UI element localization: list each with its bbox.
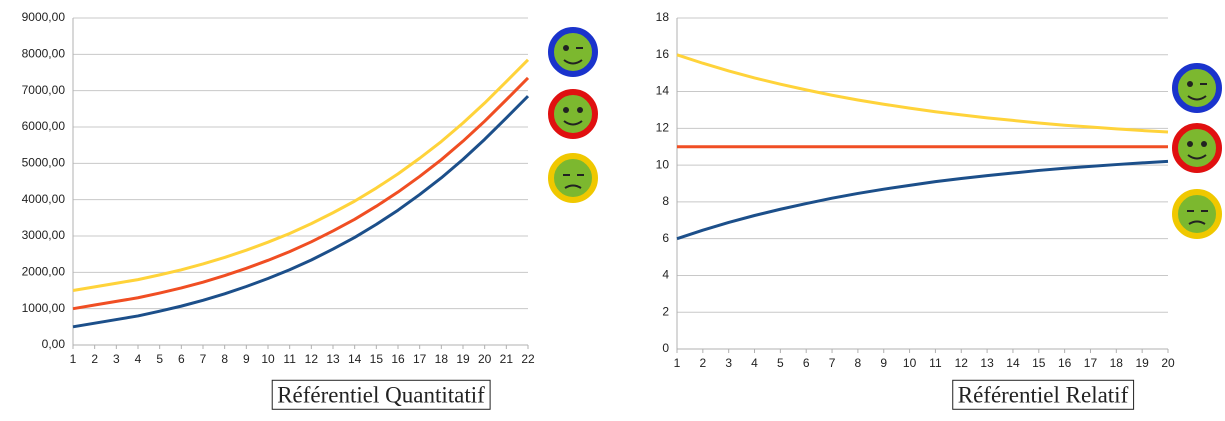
icon	[1172, 189, 1222, 239]
y-tick-label: 4	[662, 268, 669, 282]
y-tick-label: 2	[662, 304, 669, 318]
y-tick-label: 4000,00	[22, 192, 66, 206]
x-tick-label: 10	[261, 352, 275, 366]
y-tick-label: 12	[656, 121, 670, 135]
x-tick-label: 10	[903, 356, 917, 370]
icon	[548, 27, 598, 77]
y-tick-label: 1000,00	[22, 301, 66, 315]
y-tick-label: 0,00	[42, 337, 66, 351]
x-tick-label: 17	[413, 352, 427, 366]
x-tick-label: 21	[500, 352, 514, 366]
x-tick-label: 17	[1084, 356, 1098, 370]
y-tick-label: 7000,00	[22, 83, 66, 97]
x-tick-label: 9	[243, 352, 250, 366]
icon	[548, 89, 598, 139]
x-tick-label: 11	[283, 352, 296, 366]
x-tick-label: 20	[1161, 356, 1175, 370]
series-line	[72, 76, 530, 311]
x-tick-label: 18	[1110, 356, 1124, 370]
x-tick-label: 20	[478, 352, 492, 366]
x-tick-label: 15	[370, 352, 384, 366]
x-tick-label: 19	[456, 352, 470, 366]
y-tick-label: 2000,00	[22, 265, 66, 279]
icons	[548, 27, 1222, 239]
x-tick-label: 4	[751, 356, 758, 370]
x-tick-label: 12	[305, 352, 319, 366]
x-tick-label: 2	[699, 356, 706, 370]
caption-box	[952, 379, 1135, 410]
x-tick-label: 8	[855, 356, 862, 370]
x-tick-label: 22	[521, 352, 535, 366]
x-tick-label: 9	[880, 356, 887, 370]
series-line	[676, 53, 1169, 134]
caption-box	[271, 379, 491, 410]
x-tick-label: 16	[391, 352, 405, 366]
x-tick-label: 16	[1058, 356, 1072, 370]
y-tick-label: 8000,00	[22, 47, 66, 61]
y-tick-label: 9000,00	[22, 10, 66, 24]
x-tick-label: 6	[803, 356, 810, 370]
caption: Référentiel Relatif	[958, 382, 1129, 407]
x-tick-label: 8	[221, 352, 228, 366]
x-tick-label: 18	[435, 352, 449, 366]
series-line	[72, 95, 530, 329]
y-tick-label: 8	[662, 194, 669, 208]
x-tick-label: 19	[1135, 356, 1149, 370]
x-tick-label: 5	[156, 352, 163, 366]
y-tick-label: 14	[656, 84, 670, 98]
icon	[1172, 63, 1222, 113]
y-tick-label: 3000,00	[22, 228, 66, 242]
y-tick-label: 0	[662, 341, 669, 355]
caption: Référentiel Quantitatif	[277, 382, 485, 407]
x-tick-label: 1	[674, 356, 681, 370]
x-tick-label: 12	[955, 356, 969, 370]
x-tick-label: 5	[777, 356, 784, 370]
y-tick-label: 18	[656, 10, 670, 24]
y-tick-label: 16	[656, 47, 670, 61]
x-tick-label: 3	[725, 356, 732, 370]
x-tick-label: 15	[1032, 356, 1046, 370]
x-tick-label: 14	[1006, 356, 1020, 370]
x-tick-label: 11	[929, 356, 942, 370]
x-tick-label: 2	[91, 352, 98, 366]
icon	[548, 153, 598, 203]
x-tick-label: 3	[113, 352, 120, 366]
x-tick-label: 13	[326, 352, 340, 366]
y-tick-label: 6	[662, 231, 669, 245]
x-tick-label: 6	[178, 352, 185, 366]
x-tick-label: 1	[70, 352, 77, 366]
y-tick-label: 5000,00	[22, 156, 66, 170]
x-tick-label: 7	[829, 356, 836, 370]
x-tick-label: 4	[135, 352, 142, 366]
icon	[1172, 123, 1222, 173]
series-line	[72, 58, 530, 292]
series-line	[676, 159, 1169, 241]
y-tick-label: 6000,00	[22, 119, 66, 133]
y-tick-label: 10	[656, 157, 670, 171]
x-tick-label: 14	[348, 352, 362, 366]
x-tick-label: 13	[980, 356, 994, 370]
x-tick-label: 7	[200, 352, 207, 366]
